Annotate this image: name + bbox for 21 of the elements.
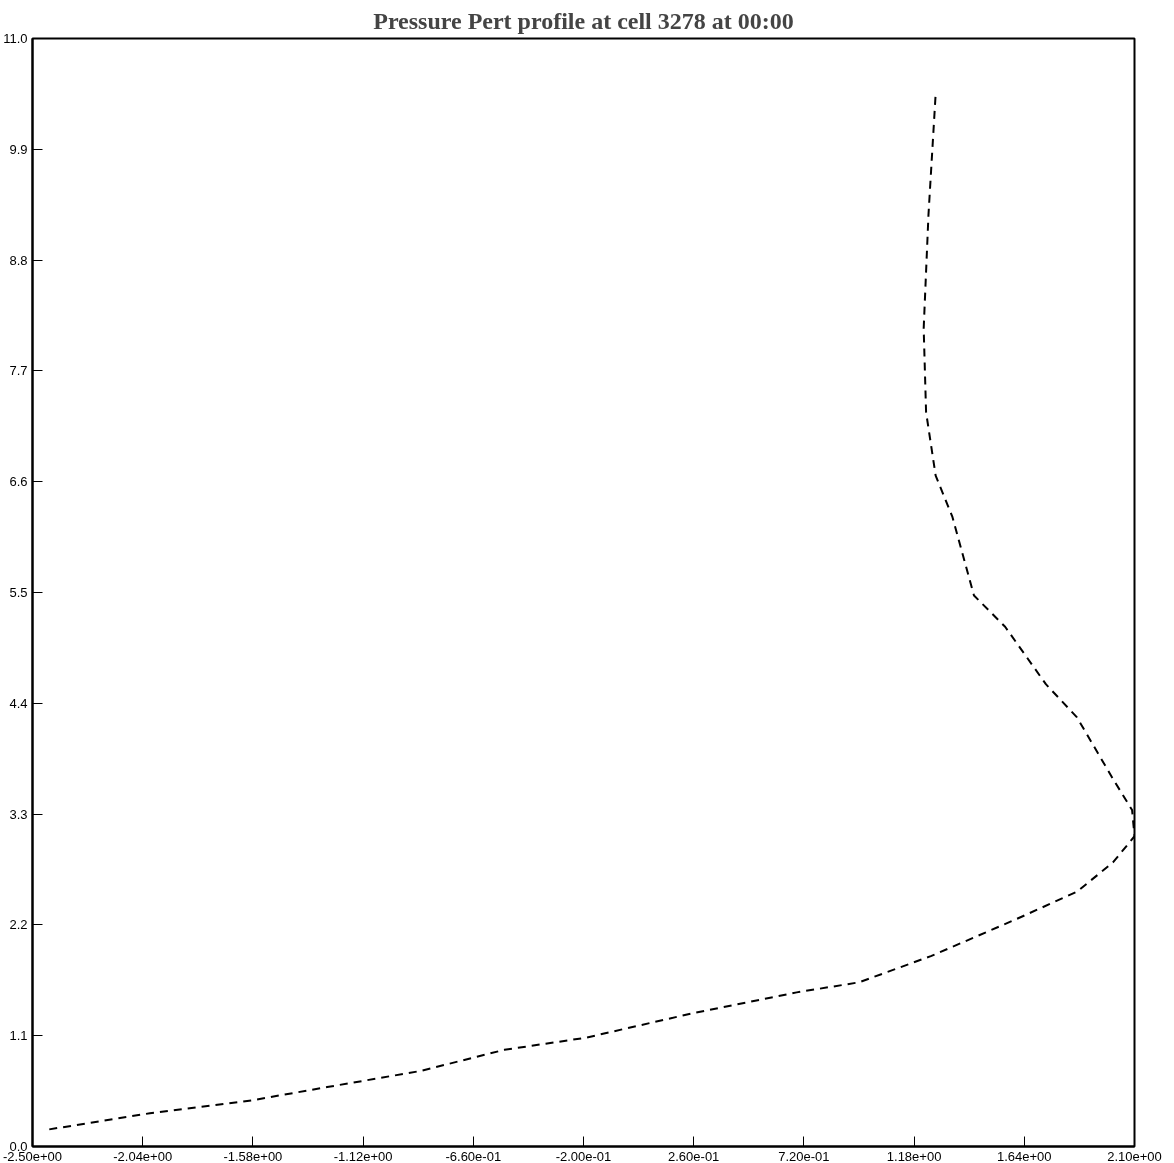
x-tick-label: 7.20e-01 <box>778 1148 830 1163</box>
x-tick-label: 1.18e+00 <box>886 1148 942 1163</box>
x-tick-label: -2.00e-01 <box>555 1148 612 1163</box>
y-tick-label: 7.7 <box>9 363 28 379</box>
x-tick-label: -6.60e-01 <box>445 1148 502 1163</box>
x-tick-label: -1.58e+00 <box>223 1148 283 1163</box>
y-tick-label: 8.8 <box>9 252 28 268</box>
x-tick-label: -1.12e+00 <box>333 1148 393 1163</box>
y-tick-label: 11.0 <box>3 31 28 46</box>
x-tick-label: 2.10e+00 <box>1107 1148 1162 1163</box>
x-tick-label: 2.60e-01 <box>668 1148 720 1163</box>
y-tick-label: 9.9 <box>9 141 28 157</box>
y-tick-label: 5.5 <box>9 585 28 600</box>
y-tick-label: 2.2 <box>9 917 28 933</box>
chart-title: Pressure Pert profile at cell 3278 at 00:00 <box>373 7 794 34</box>
y-tick-label: 6.6 <box>9 474 28 490</box>
x-tick-label: 1.64e+00 <box>997 1148 1052 1163</box>
y-tick-label: 4.4 <box>9 695 28 711</box>
x-tick-label: -2.04e+00 <box>113 1148 173 1163</box>
y-tick-label: 1.1 <box>9 1028 28 1044</box>
y-tick-label: 3.3 <box>9 806 28 822</box>
